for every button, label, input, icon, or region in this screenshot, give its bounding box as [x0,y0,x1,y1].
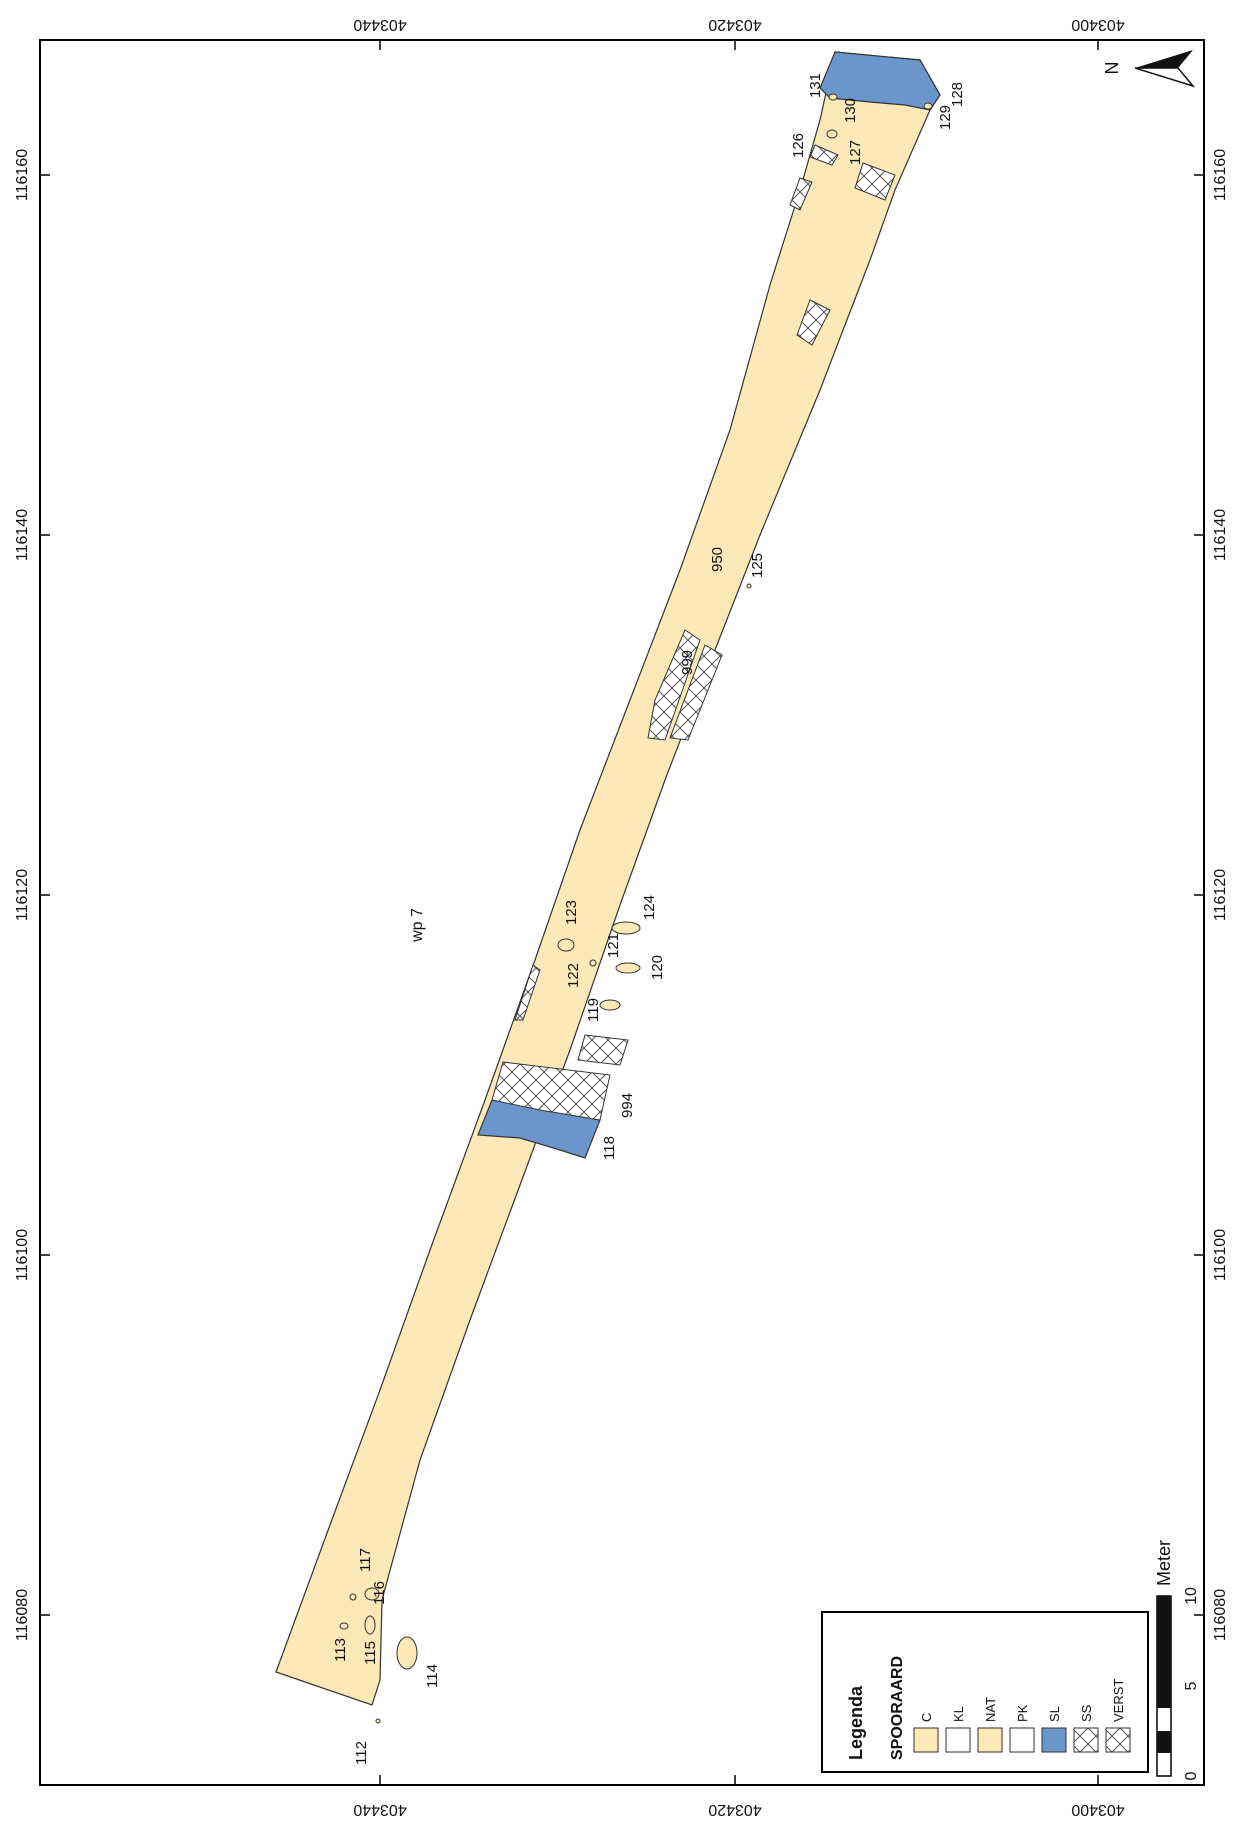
bottom-axis-label: 403440 [353,1801,406,1818]
scale-unit: Meter [1154,1540,1174,1586]
feature-label: 122 [565,963,582,988]
feature-label: 994 [619,1093,636,1118]
legend-swatch-ss [1073,1727,1099,1753]
feature-label: 121 [605,933,622,958]
scale-label-10: 10 [1183,1587,1200,1605]
feature-label: 125 [749,553,766,578]
feature-label: 999 [679,650,696,675]
legend-subtitle: SPOORAARD [889,1656,906,1760]
hatch-feature-994 [491,1061,611,1121]
legend-label: SL [1047,1706,1062,1722]
legend-swatch-sl [1041,1727,1067,1753]
feature-label: 130 [842,98,859,123]
feature-label: 123 [563,900,580,925]
legend-label: C [919,1713,934,1722]
left-axis-label: 116080 [14,1589,31,1641]
hatch-feature-999b [669,644,723,741]
bottom-axis-label: 403400 [1071,1801,1124,1818]
feature-label: 124 [641,895,658,920]
feature-label: 131 [807,73,824,98]
feature-label: 119 [585,998,602,1022]
feature-label: 118 [601,1136,618,1160]
legend-swatch-verst [1105,1727,1131,1753]
legend: Legenda SPOORAARD C KL NAT PK SL SS VERST [821,1611,1149,1773]
right-axis-label: 116160 [1212,149,1229,201]
legend-label: NAT [983,1697,998,1722]
area-label: wp 7 [409,908,426,943]
left-axis-label: 116140 [14,509,31,561]
feature-label: 116 [371,1581,388,1605]
legend-swatch-c [913,1727,939,1753]
axis-tick-marks [40,40,1204,1785]
north-label: N [1102,62,1122,75]
hatch-feature-north-3 [789,177,813,211]
legend-swatch-pk [1009,1727,1035,1753]
legend-label: VERST [1111,1679,1126,1722]
bottom-axis-label: 403420 [708,1801,761,1818]
scale-label-5: 5 [1183,1681,1200,1690]
legend-swatch-nat [977,1727,1003,1753]
right-axis-label: 116120 [1212,869,1229,921]
legend-title: Legenda [846,1685,866,1760]
right-axis-label: 116100 [1212,1229,1229,1281]
feature-label: 128 [949,82,966,107]
north-arrow-icon: N [1102,50,1196,88]
feature-label: 117 [357,1548,374,1572]
legend-items: C KL NAT PK SL SS VERST [913,1679,1131,1753]
hatch-feature-north-2 [809,144,839,166]
legend-swatch-kl [945,1727,971,1753]
feature-label: 129 [937,105,954,130]
top-axis-label: 403420 [708,16,761,33]
feature-label: 127 [847,140,864,165]
legend-label: KL [951,1706,966,1722]
feature-label: 113 [332,1638,349,1662]
hatch-feature-north-1 [854,162,896,201]
scale-bar: 0 5 10 Meter [1154,1540,1200,1780]
sl-band-north [819,51,941,111]
feature-label: 114 [424,1664,441,1688]
top-axis-label: 403440 [353,16,406,33]
top-axis-label: 403400 [1071,16,1124,33]
feature-label: 115 [362,1641,379,1665]
scale-label-0: 0 [1183,1771,1200,1780]
hatch-feature-east-1 [796,299,831,346]
right-axis-label: 116080 [1212,1589,1229,1641]
left-axis-label: 116100 [14,1229,31,1281]
legend-label: PK [1015,1704,1030,1722]
legend-label: SS [1079,1704,1094,1722]
right-axis-label: 116140 [1212,509,1229,561]
hatch-feature-south-2 [577,1034,629,1066]
feature-label: 112 [353,1741,370,1765]
hatch-feature-999a [647,629,701,741]
feature-label: 950 [709,547,726,572]
left-axis-label: 116160 [14,149,31,201]
trench-nat-area [275,51,941,1706]
map-frame [39,39,1205,1786]
feature-label: 126 [790,133,807,158]
feature-label: 120 [649,955,666,980]
small-pits [339,93,933,1724]
hatch-feature-south-1 [514,964,541,1021]
left-axis-label: 116120 [14,869,31,921]
